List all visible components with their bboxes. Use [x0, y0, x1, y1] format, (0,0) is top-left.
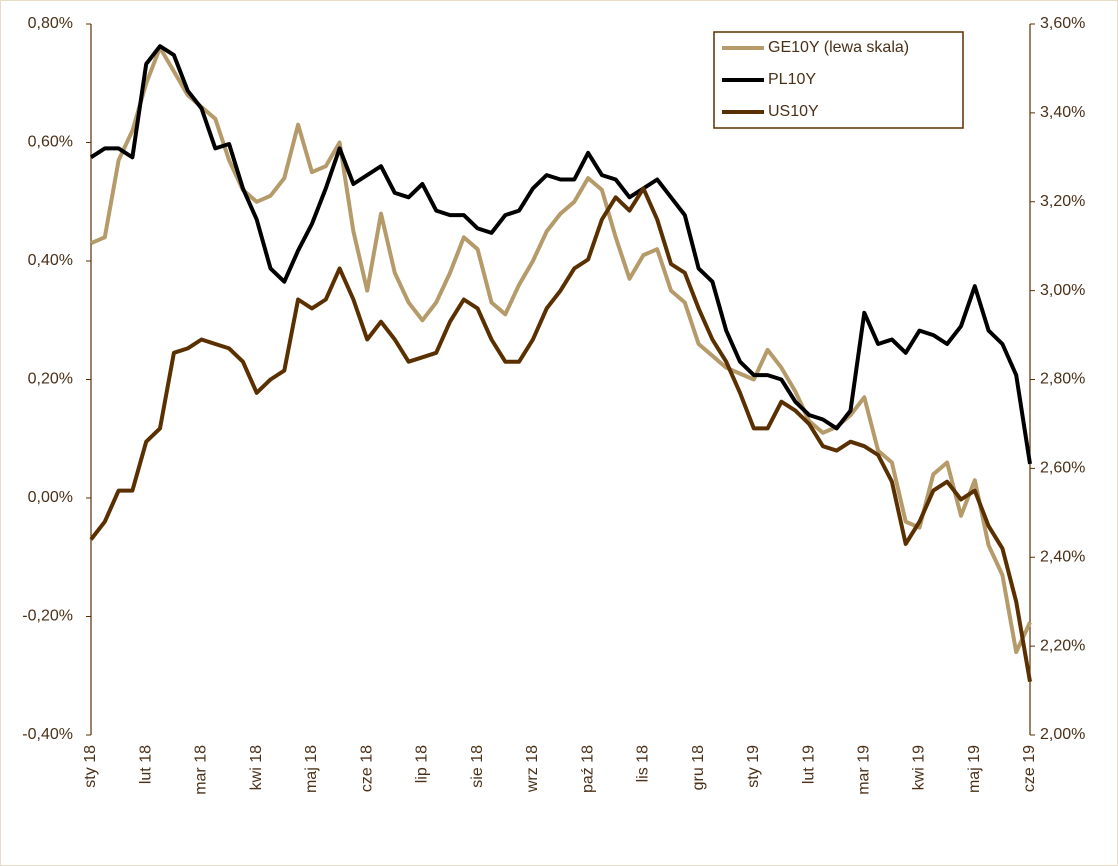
legend-label: US10Y — [768, 103, 819, 120]
y-tick-label: 0,80% — [28, 15, 73, 32]
y2-tick-label: 2,20% — [1040, 637, 1085, 654]
y-tick-label: -0,40% — [22, 726, 73, 743]
y-tick-label: 0,60% — [28, 134, 73, 151]
y2-tick-label: 2,00% — [1040, 726, 1085, 743]
x-tick-label: wrz 18 — [524, 745, 541, 793]
y2-tick-label: 2,40% — [1040, 548, 1085, 565]
series-line — [89, 44, 1032, 465]
x-tick-label: sty 19 — [745, 745, 762, 788]
series-line — [89, 186, 1032, 683]
x-tick-label: mar 19 — [856, 745, 873, 795]
x-tick-label: kwi 18 — [248, 745, 265, 790]
y2-tick-label: 3,40% — [1040, 104, 1085, 121]
y-tick-label: 0,20% — [28, 371, 73, 388]
x-tick-label: maj 19 — [966, 745, 983, 793]
x-tick-label: lut 18 — [137, 745, 154, 784]
y2-tick-label: 3,00% — [1040, 282, 1085, 299]
y2-tick-label: 3,60% — [1040, 15, 1085, 32]
y-tick-label: 0,40% — [28, 252, 73, 269]
x-tick-label: sty 18 — [82, 745, 99, 788]
x-tick-label: gru 18 — [690, 745, 707, 790]
x-tick-label: cze 19 — [1021, 745, 1038, 792]
x-tick-label: maj 18 — [303, 745, 320, 793]
x-tick-label: paź 18 — [579, 745, 596, 793]
y2-tick-label: 2,60% — [1040, 460, 1085, 477]
x-tick-label: cze 18 — [358, 745, 375, 792]
y-tick-label: 0,00% — [28, 489, 73, 506]
y2-tick-label: 3,20% — [1040, 193, 1085, 210]
x-tick-label: lis 18 — [635, 745, 652, 782]
legend-label: GE10Y (lewa skala) — [768, 39, 909, 56]
y-tick-label: -0,20% — [22, 608, 73, 625]
legend-label: PL10Y — [768, 71, 816, 88]
x-tick-label: kwi 19 — [911, 745, 928, 790]
x-tick-label: sie 18 — [469, 745, 486, 788]
x-tick-label: lut 19 — [800, 745, 817, 784]
x-tick-label: mar 18 — [193, 745, 210, 795]
y2-tick-label: 2,80% — [1040, 371, 1085, 388]
x-tick-label: lip 18 — [414, 745, 431, 783]
